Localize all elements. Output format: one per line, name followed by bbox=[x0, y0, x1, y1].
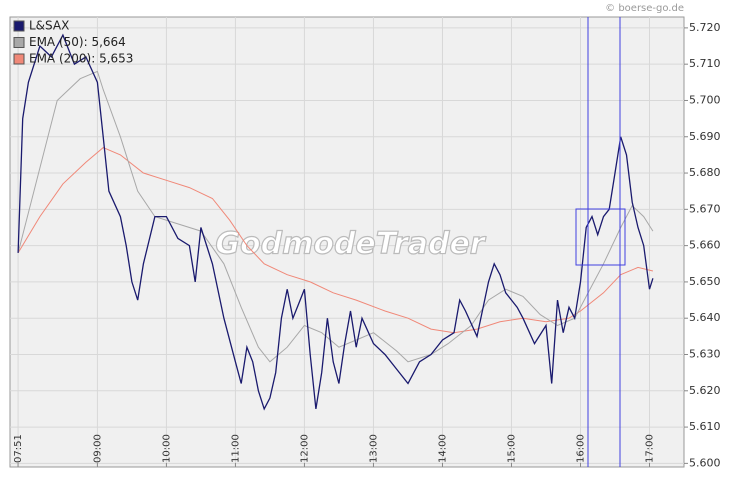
legend-swatch bbox=[13, 53, 25, 65]
y-tick-label: 5.650 bbox=[689, 275, 721, 288]
copyright: © boerse-go.de bbox=[605, 3, 684, 14]
y-tick-label: 5.630 bbox=[689, 348, 721, 361]
y-tick-label: 5.660 bbox=[689, 239, 721, 252]
highlight-box bbox=[575, 208, 626, 266]
x-tick-label: 11:00 bbox=[230, 434, 241, 463]
legend-label: EMA (200): 5,653 bbox=[29, 52, 133, 66]
y-tick-label: 5.710 bbox=[689, 57, 721, 70]
y-tick-label: 5.600 bbox=[689, 456, 721, 469]
series-line bbox=[17, 33, 654, 411]
x-tick-label: 14:00 bbox=[437, 434, 448, 463]
x-tick-label: 10:00 bbox=[161, 434, 172, 463]
y-tick-label: 5.720 bbox=[689, 21, 721, 34]
y-tick-label: 5.690 bbox=[689, 130, 721, 143]
grid bbox=[10, 17, 684, 467]
plot-area bbox=[9, 16, 685, 468]
x-tick-label: 12:00 bbox=[299, 434, 310, 463]
legend-label: L&SAX bbox=[29, 19, 69, 33]
y-tick-label: 5.610 bbox=[689, 420, 721, 433]
legend-swatch bbox=[13, 37, 25, 48]
x-tick-label: 16:00 bbox=[575, 434, 586, 463]
series-line bbox=[17, 147, 654, 334]
legend-swatch bbox=[13, 20, 25, 32]
x-tick-label: 15:00 bbox=[506, 434, 517, 463]
y-tick-label: 5.670 bbox=[689, 202, 721, 215]
y-tick-label: 5.620 bbox=[689, 384, 721, 397]
x-tick-label: 17:00 bbox=[644, 434, 655, 463]
watermark: GodmodeTrader bbox=[215, 227, 486, 262]
legend-label: EMA (50): 5,664 bbox=[29, 35, 126, 49]
x-tick-label: 07:51 bbox=[13, 434, 24, 463]
y-tick-label: 5.680 bbox=[689, 166, 721, 179]
y-tick-label: 5.700 bbox=[689, 93, 721, 106]
y-tick-label: 5.640 bbox=[689, 311, 721, 324]
series-layer bbox=[17, 33, 654, 411]
x-tick-label: 09:00 bbox=[92, 434, 103, 463]
x-tick-label: 13:00 bbox=[368, 434, 379, 463]
